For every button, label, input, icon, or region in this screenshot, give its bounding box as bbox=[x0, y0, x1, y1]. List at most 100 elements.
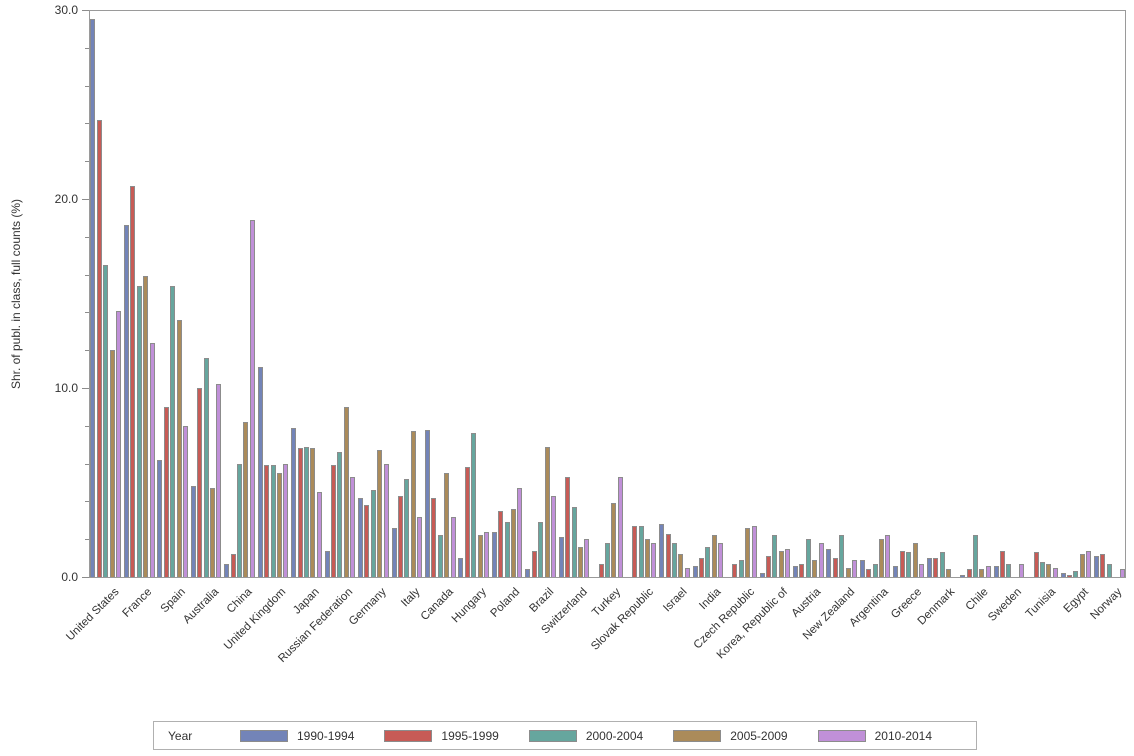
bar bbox=[665, 534, 671, 577]
bar bbox=[759, 573, 765, 577]
bar bbox=[297, 448, 303, 577]
bar bbox=[230, 554, 236, 577]
y-major-tick bbox=[82, 388, 89, 389]
bar bbox=[993, 566, 999, 577]
bar bbox=[1086, 551, 1092, 577]
legend-swatch bbox=[240, 729, 288, 742]
legend-label: 2005-2009 bbox=[730, 728, 788, 743]
bar bbox=[331, 465, 336, 577]
bar bbox=[584, 539, 590, 577]
legend-label: 1990-1994 bbox=[297, 728, 355, 743]
bar bbox=[149, 343, 155, 577]
bar bbox=[699, 558, 704, 577]
bar bbox=[397, 496, 403, 577]
y-minor-tick bbox=[85, 312, 89, 314]
bar bbox=[1039, 562, 1045, 577]
legend-items: 1990-1994 1995-1999 2000-2004 2005-2009 2010… bbox=[240, 729, 962, 743]
bar bbox=[732, 564, 738, 577]
bar bbox=[123, 225, 129, 577]
x-tick-label: Israel bbox=[661, 586, 690, 615]
y-minor-tick bbox=[85, 123, 89, 125]
bar bbox=[358, 498, 363, 577]
x-tick-label: Australia bbox=[181, 586, 222, 627]
bar bbox=[939, 552, 945, 577]
bar bbox=[283, 464, 289, 577]
bar bbox=[711, 535, 717, 577]
bar bbox=[659, 524, 665, 577]
x-tick-label: Tunisia bbox=[1023, 586, 1058, 621]
bar bbox=[270, 465, 276, 577]
bar bbox=[745, 528, 751, 577]
bar bbox=[1073, 571, 1079, 577]
x-tick-label: Brazil bbox=[527, 586, 557, 615]
bar bbox=[484, 532, 489, 577]
bar bbox=[678, 554, 684, 577]
bar bbox=[216, 384, 222, 577]
bar bbox=[243, 422, 249, 577]
bar bbox=[1066, 575, 1072, 577]
bar bbox=[778, 551, 784, 577]
y-minor-tick bbox=[85, 161, 89, 163]
bar bbox=[410, 431, 416, 577]
bar bbox=[424, 430, 430, 577]
bar bbox=[839, 535, 845, 577]
bar bbox=[805, 539, 811, 577]
legend-swatch bbox=[528, 729, 577, 742]
bar bbox=[203, 358, 209, 577]
x-tick-label: China bbox=[225, 586, 256, 616]
bar bbox=[504, 522, 510, 577]
bar bbox=[458, 558, 464, 577]
bar bbox=[859, 560, 865, 577]
bar bbox=[511, 509, 516, 577]
bar bbox=[249, 220, 255, 577]
bar bbox=[966, 569, 972, 577]
bar bbox=[116, 311, 121, 577]
bar bbox=[765, 556, 771, 577]
bar bbox=[577, 547, 583, 577]
bar bbox=[550, 496, 556, 577]
bar bbox=[303, 447, 309, 577]
bar bbox=[477, 535, 483, 577]
bar bbox=[176, 320, 182, 577]
y-tick-label: 0.0 bbox=[61, 570, 78, 584]
bar bbox=[684, 568, 690, 577]
legend-label: 2010-2014 bbox=[874, 728, 933, 743]
bar bbox=[651, 543, 657, 577]
bar bbox=[751, 526, 757, 577]
y-minor-tick bbox=[85, 236, 89, 238]
x-tick-label: Chile bbox=[963, 586, 991, 614]
bar bbox=[450, 517, 456, 577]
bar bbox=[1060, 573, 1066, 577]
bar bbox=[738, 560, 744, 577]
bar bbox=[103, 265, 109, 577]
x-tick-label: Norway bbox=[1088, 586, 1125, 623]
bar bbox=[498, 511, 504, 577]
x-tick-label: France bbox=[120, 586, 155, 620]
bar bbox=[130, 186, 136, 577]
bar bbox=[276, 473, 282, 577]
bar bbox=[611, 503, 617, 577]
legend-title: Year bbox=[168, 728, 193, 743]
bar bbox=[190, 486, 196, 577]
bar bbox=[404, 479, 410, 577]
bar bbox=[692, 566, 698, 577]
y-tick-label: 30.0 bbox=[54, 3, 78, 17]
bar bbox=[1119, 569, 1125, 577]
bar bbox=[945, 569, 951, 577]
y-minor-tick bbox=[85, 425, 89, 427]
bar bbox=[257, 367, 263, 577]
bar bbox=[182, 426, 188, 577]
bar bbox=[264, 465, 270, 577]
bar bbox=[866, 569, 872, 577]
bar bbox=[157, 460, 163, 577]
bar bbox=[324, 551, 330, 577]
y-minor-tick bbox=[85, 501, 89, 503]
bar bbox=[136, 286, 142, 577]
legend-item: 2010-2014 bbox=[817, 728, 962, 743]
bar bbox=[1106, 564, 1112, 577]
bar bbox=[237, 464, 242, 577]
bar bbox=[812, 560, 818, 577]
legend: Year 1990-1994 1995-1999 2000-2004 2005-200… bbox=[153, 721, 977, 750]
bar bbox=[772, 535, 778, 577]
bar bbox=[826, 549, 832, 577]
